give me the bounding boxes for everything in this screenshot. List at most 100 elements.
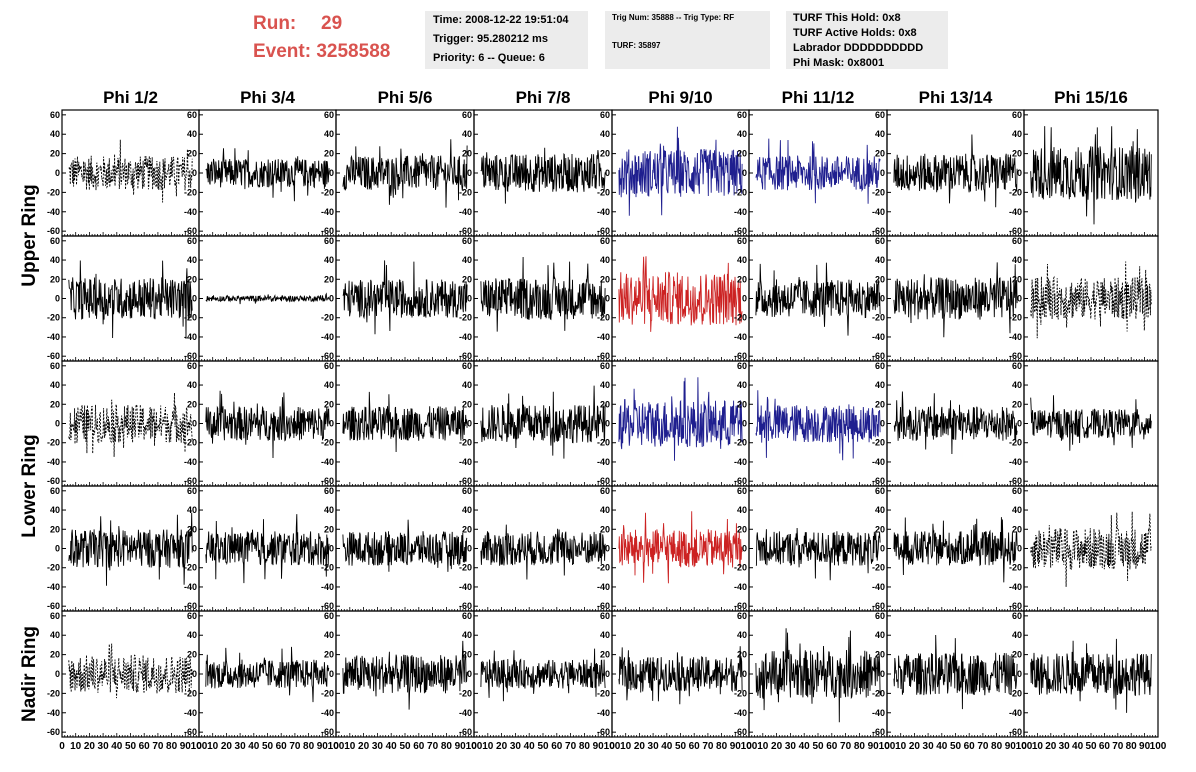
x-tick-label: 80 [579, 741, 591, 752]
x-tick-label: 30 [648, 741, 660, 752]
waveform-trace [893, 262, 1018, 338]
x-tick-label: 100 [879, 741, 896, 752]
trigger-info-panel: Trig Num: 35888 -- Trig Type: RF TURF: 3… [605, 11, 770, 69]
y-tick-label: 0 [192, 168, 197, 178]
y-tick-label: 0 [467, 168, 472, 178]
y-tick-label: -40 [459, 708, 472, 718]
y-tick-label: 60 [462, 110, 472, 120]
waveform-trace [893, 391, 1018, 455]
y-tick-label: -60 [734, 476, 747, 486]
x-tick-label: 60 [964, 741, 976, 752]
y-tick-label: 60 [875, 236, 885, 246]
y-tick-label: 20 [737, 149, 747, 159]
y-tick-label: 40 [462, 129, 472, 139]
y-tick-label: -40 [734, 457, 747, 467]
y-tick-label: 60 [324, 611, 334, 621]
y-tick-label: 60 [600, 486, 610, 496]
y-tick-label: 20 [875, 524, 885, 534]
ring-label: Upper Ring [19, 184, 40, 286]
ring-label: Nadir Ring [19, 626, 40, 722]
x-tick-label: 0 [471, 741, 477, 752]
waveform-trace [893, 517, 1018, 583]
waveform-trace [1030, 261, 1152, 339]
x-tick-label: 50 [125, 741, 137, 752]
y-tick-label: -20 [1009, 313, 1022, 323]
y-tick-label: 20 [50, 650, 60, 660]
y-tick-label: -20 [184, 438, 197, 448]
x-tick-label: 0 [609, 741, 615, 752]
waveform-trace [68, 643, 193, 699]
column-header: Phi 3/4 [240, 88, 295, 107]
y-tick-label: 60 [324, 236, 334, 246]
y-tick-label: -40 [321, 332, 334, 342]
y-tick-label: -60 [597, 727, 610, 737]
y-tick-label: 40 [187, 129, 197, 139]
y-tick-label: 60 [600, 236, 610, 246]
x-tick-label: 40 [111, 741, 123, 752]
x-tick-label: 0 [884, 741, 890, 752]
y-tick-label: 40 [600, 255, 610, 265]
waveform-trace [68, 139, 193, 203]
y-tick-label: 20 [50, 399, 60, 409]
x-tick-label: 90 [593, 741, 605, 752]
y-tick-label: 40 [737, 630, 747, 640]
y-tick-label: -60 [734, 727, 747, 737]
waveform-trace [205, 646, 330, 703]
x-tick-label: 60 [413, 741, 425, 752]
y-tick-label: 20 [600, 650, 610, 660]
y-tick-label: -20 [459, 563, 472, 573]
waveform-trace [205, 148, 330, 202]
y-tick-label: -60 [321, 351, 334, 361]
y-tick-label: -40 [734, 582, 747, 592]
waveform-trace [68, 260, 193, 339]
y-tick-label: 40 [600, 630, 610, 640]
x-tick-label: 10 [895, 741, 907, 752]
x-tick-label: 20 [634, 741, 646, 752]
y-tick-label: 60 [1012, 361, 1022, 371]
y-tick-label: -40 [597, 457, 610, 467]
y-tick-label: -40 [734, 332, 747, 342]
y-tick-label: 40 [462, 255, 472, 265]
y-tick-label: -60 [1009, 727, 1022, 737]
y-tick-label: 60 [187, 486, 197, 496]
y-tick-label: 60 [600, 361, 610, 371]
ring-label: Lower Ring [19, 434, 40, 537]
y-tick-label: 20 [187, 274, 197, 284]
y-tick-label: 40 [50, 630, 60, 640]
x-tick-label: 20 [221, 741, 233, 752]
y-tick-label: -20 [734, 688, 747, 698]
x-tick-label: 70 [289, 741, 301, 752]
x-tick-label: 80 [854, 741, 866, 752]
y-tick-label: -20 [47, 563, 60, 573]
y-tick-label: -20 [47, 438, 60, 448]
run-label: Run: [253, 13, 297, 34]
y-tick-label: 60 [737, 361, 747, 371]
run-event-block: Run: 29 Event: 3258588 [253, 10, 390, 66]
waveform-trace [205, 514, 330, 584]
y-tick-label: -20 [872, 563, 885, 573]
y-tick-label: 40 [324, 380, 334, 390]
y-tick-label: -40 [1009, 708, 1022, 718]
y-tick-label: 60 [187, 110, 197, 120]
y-tick-label: 40 [600, 129, 610, 139]
y-tick-label: -40 [47, 332, 60, 342]
y-tick-label: -20 [321, 313, 334, 323]
y-tick-label: -60 [597, 601, 610, 611]
y-tick-label: -40 [184, 332, 197, 342]
waveform-trace [68, 392, 193, 457]
y-tick-label: 0 [329, 669, 334, 679]
x-tick-label: 80 [303, 741, 315, 752]
x-tick-label: 10 [207, 741, 219, 752]
y-tick-label: 0 [742, 669, 747, 679]
x-tick-label: 40 [248, 741, 260, 752]
y-tick-label: 20 [875, 650, 885, 660]
y-tick-label: 0 [880, 419, 885, 429]
y-tick-label: 40 [50, 255, 60, 265]
y-tick-label: 60 [324, 486, 334, 496]
y-tick-label: -20 [872, 688, 885, 698]
x-tick-label: 100 [191, 741, 208, 752]
x-tick-label: 50 [812, 741, 824, 752]
x-tick-label: 100 [741, 741, 758, 752]
y-tick-label: -40 [1009, 332, 1022, 342]
y-tick-label: -60 [47, 351, 60, 361]
